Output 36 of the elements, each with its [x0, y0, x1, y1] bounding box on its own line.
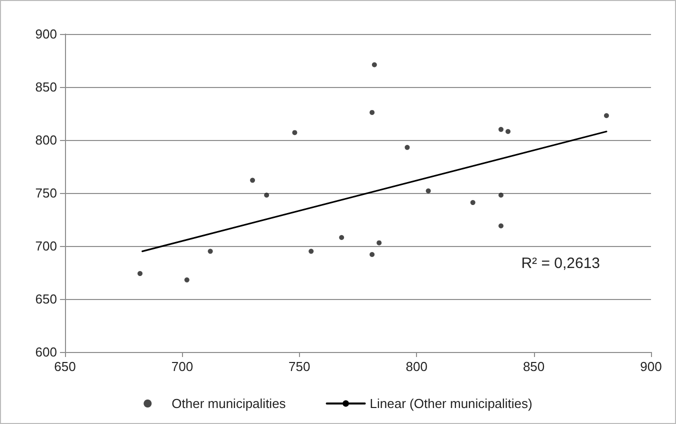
point	[308, 248, 314, 254]
y-tick-label: 900	[35, 26, 57, 42]
point	[498, 126, 504, 132]
y-tick-label: 650	[35, 292, 57, 306]
y-tick-label: 750	[35, 186, 57, 200]
point	[339, 235, 344, 240]
point	[250, 178, 256, 183]
y-tick-label: 850	[35, 80, 57, 94]
x-tick-label: 850	[522, 359, 545, 374]
point	[264, 192, 270, 198]
x-tick-label: 900	[640, 359, 662, 374]
point	[498, 192, 504, 198]
point	[370, 252, 375, 257]
point	[376, 240, 382, 246]
point	[184, 277, 190, 282]
point	[498, 223, 504, 228]
y-tick-label: 600	[35, 344, 57, 360]
point	[426, 188, 431, 194]
x-tick-label: 700	[171, 359, 194, 374]
point	[208, 248, 213, 254]
legend-label: Linear (Other municipalities)	[370, 396, 532, 411]
point	[138, 271, 143, 276]
legend-label: Other municipalities	[172, 396, 286, 411]
point	[604, 113, 609, 118]
annotation: R² = 0,2613	[521, 255, 600, 272]
x-tick-label: 750	[288, 359, 310, 374]
point	[372, 62, 377, 68]
point	[470, 200, 476, 206]
point	[404, 144, 410, 150]
x-tick-label: 650	[54, 359, 76, 374]
x-tick-label: 800	[406, 359, 428, 374]
y-tick-label: 800	[35, 132, 57, 148]
point	[506, 129, 511, 134]
point	[370, 110, 375, 115]
y-tick-label: 700	[35, 238, 57, 254]
point	[292, 130, 298, 136]
